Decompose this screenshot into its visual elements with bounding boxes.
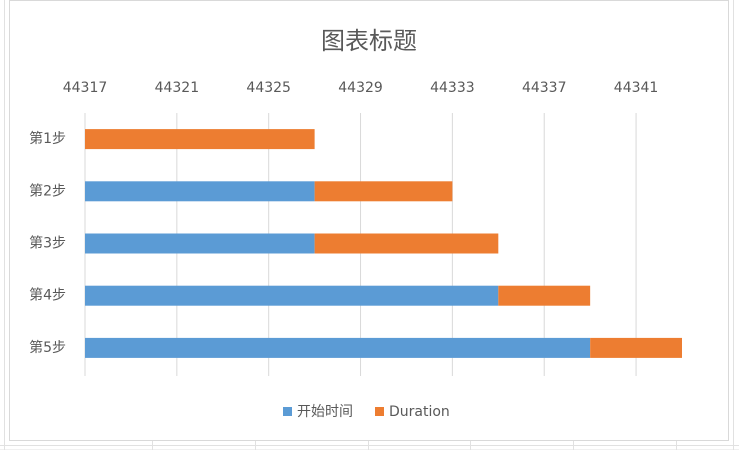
legend-label: 开始时间 (297, 404, 353, 420)
x-tick-label: 44337 (522, 80, 567, 96)
y-tick-label: 第5步 (29, 339, 66, 356)
chart-title: 图表标题 (321, 27, 417, 55)
legend-label: Duration (389, 404, 450, 420)
bar (85, 233, 315, 254)
x-tick-label: 44333 (430, 80, 475, 96)
bar (498, 285, 591, 306)
bar (590, 337, 682, 358)
y-tick-label: 第1步 (29, 130, 66, 147)
chart-area (9, 0, 729, 441)
x-tick-label: 44317 (63, 80, 108, 96)
y-tick-label: 第3步 (29, 235, 66, 252)
legend-swatch (375, 407, 384, 416)
bar (85, 181, 315, 202)
x-tick-label: 44325 (246, 80, 291, 96)
bar (85, 337, 591, 358)
x-tick-label: 44321 (155, 80, 200, 96)
y-tick-label: 第4步 (29, 287, 66, 304)
bar (85, 285, 499, 306)
x-tick-label: 44341 (614, 80, 659, 96)
x-tick-label: 44329 (338, 80, 383, 96)
bar (314, 233, 499, 254)
legend-swatch (283, 407, 292, 416)
y-tick-label: 第2步 (29, 182, 66, 199)
bar (85, 129, 315, 150)
bar (314, 181, 453, 202)
